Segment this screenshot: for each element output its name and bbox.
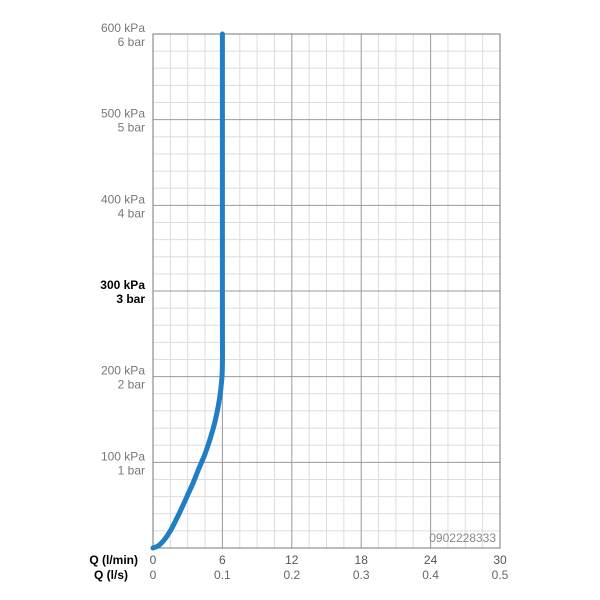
y-tick-label-bar: 2 bar [118, 378, 145, 392]
y-tick-label-kpa: 100 kPa [101, 449, 145, 463]
x-tick-label-lps: 0.4 [422, 568, 439, 582]
y-tick-label-kpa: 300 kPa [100, 278, 145, 292]
x-axis-title-lps: Q (l/s) [94, 568, 128, 582]
x-tick-label-lps: 0.1 [214, 568, 231, 582]
x-tick-label-lps: 0 [150, 568, 157, 582]
x-axis-labels: 00 60.1 120.2 180.3 240.4 300.5 [150, 553, 509, 582]
y-tick-label-bar: 4 bar [118, 206, 145, 220]
x-tick-label-lpm: 0 [150, 553, 157, 567]
x-tick-label-lpm: 24 [424, 553, 438, 567]
y-tick-label-bar: 1 bar [118, 463, 145, 477]
x-tick-label-lpm: 30 [493, 553, 507, 567]
plot-frame [152, 33, 501, 549]
x-tick-label-lps: 0.2 [283, 568, 300, 582]
y-tick-label-bar: 3 bar [116, 292, 145, 306]
x-axis-title-lpm: Q (l/min) [89, 553, 138, 567]
y-tick-label-kpa: 400 kPa [101, 192, 145, 206]
y-tick-label-kpa: 600 kPa [101, 21, 145, 35]
x-tick-label-lpm: 6 [219, 553, 226, 567]
y-tick-label-bar: 5 bar [118, 121, 145, 135]
watermark-text: 0902228333 [429, 531, 496, 545]
y-tick-label-kpa: 500 kPa [101, 107, 145, 121]
x-tick-label-lps: 0.3 [353, 568, 370, 582]
x-tick-label-lps: 0.5 [492, 568, 509, 582]
x-tick-label-lpm: 12 [285, 553, 299, 567]
x-tick-label-lpm: 18 [355, 553, 369, 567]
series-line [150, 31, 225, 551]
y-tick-label-bar: 6 bar [118, 35, 145, 49]
y-tick-label-kpa: 200 kPa [101, 364, 145, 378]
